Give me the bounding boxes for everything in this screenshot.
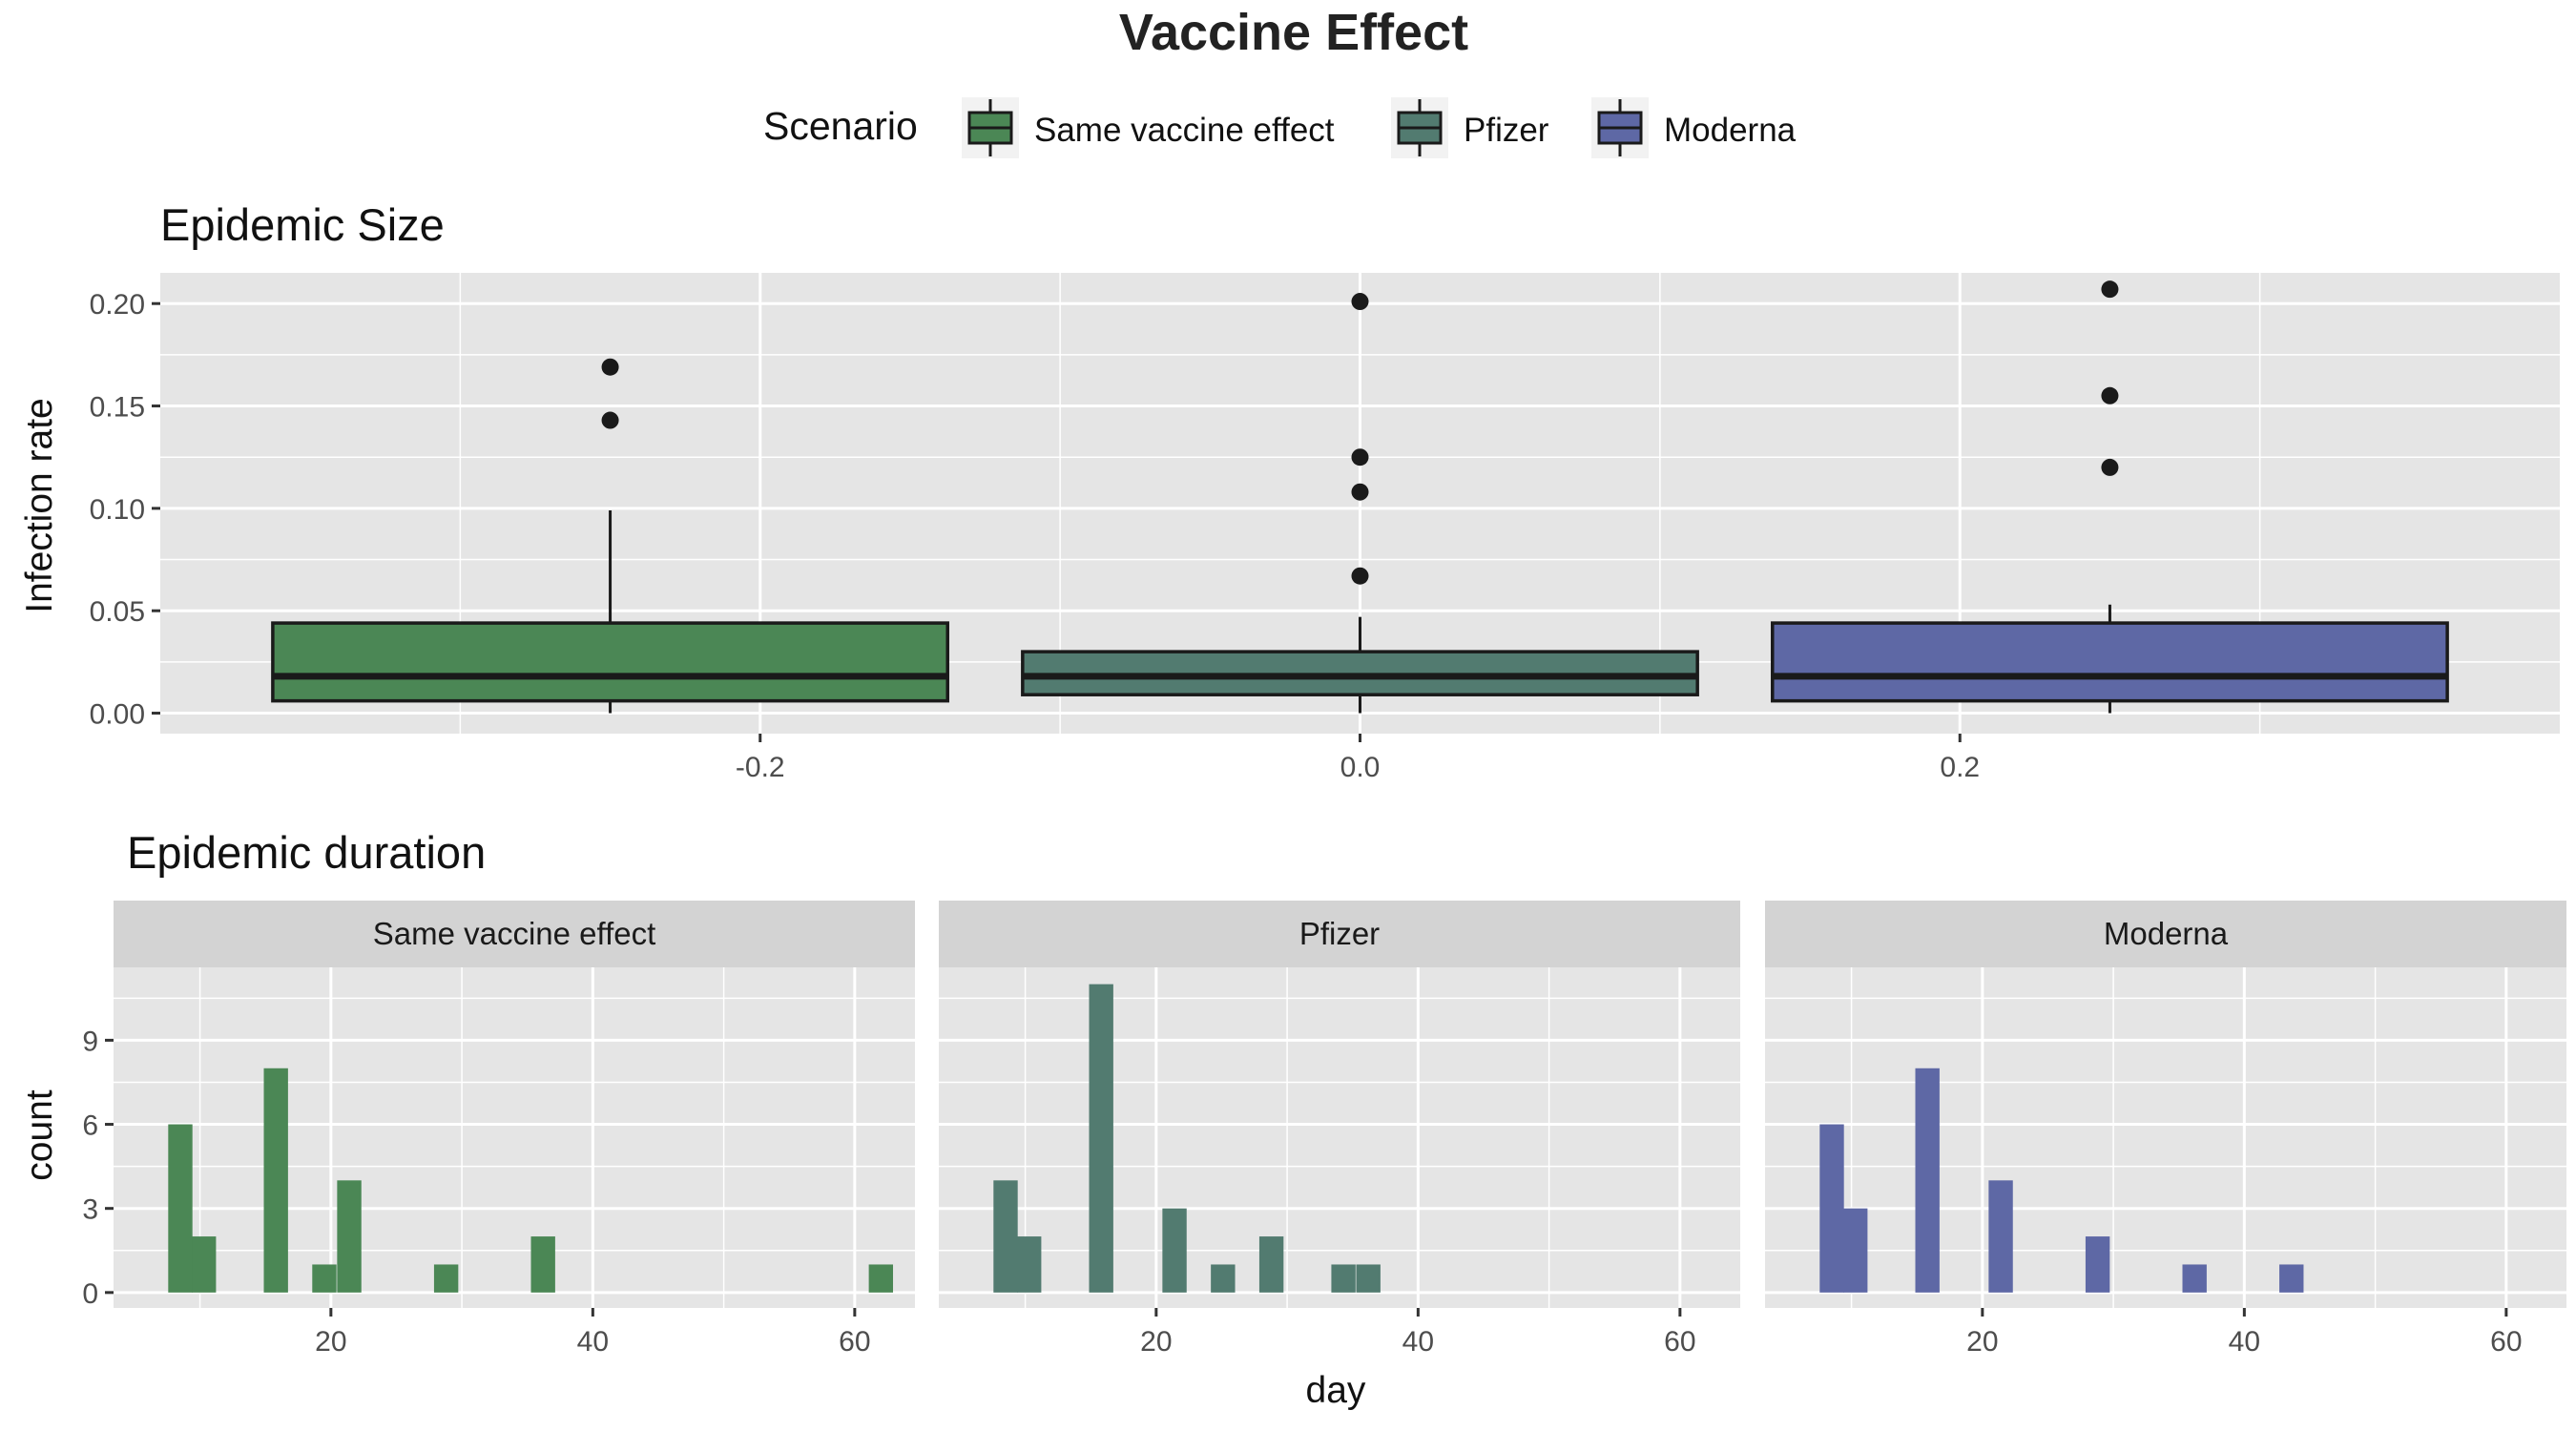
facet-strip — [1765, 901, 2566, 967]
outlier-point — [2101, 280, 2119, 299]
outlier-point — [1351, 448, 1369, 467]
outlier-point — [601, 411, 619, 429]
histogram-bar — [868, 1264, 894, 1293]
epidemic-size-panel: 0.00 0.05 0.10 0.15 0.20 -0.2 0.0 0.2 — [90, 273, 2560, 783]
histogram-bar — [1017, 1236, 1042, 1293]
histogram-bar — [1211, 1264, 1236, 1293]
outlier-point — [1351, 293, 1369, 311]
histogram-bars — [993, 984, 1381, 1293]
facet-strip — [114, 901, 915, 967]
x-tick-label: 40 — [1402, 1326, 1434, 1358]
legend-label-moderna: Moderna — [1664, 112, 1797, 149]
histogram-bar — [1089, 984, 1113, 1293]
epidemic-duration-facets: Same vaccine effect 20 40 60 0 3 6 9 Pfizer 20 40 6… — [82, 901, 2566, 1358]
epidemic-duration-title: Epidemic duration — [127, 827, 486, 878]
grid-lines — [114, 967, 915, 1308]
box-iqr — [271, 621, 949, 703]
panel-background — [939, 967, 1740, 1308]
epidemic-size-title: Epidemic Size — [160, 199, 445, 250]
y-tick-label: 9 — [82, 1026, 98, 1057]
outlier-point — [601, 358, 619, 376]
facet-strip-label: Moderna — [2104, 916, 2229, 951]
outlier-point — [1351, 567, 1369, 585]
histogram-bar — [1356, 1264, 1381, 1293]
histogram-bar — [1843, 1208, 1868, 1293]
histogram-bar — [1988, 1180, 2013, 1293]
grid-lines — [1765, 967, 2566, 1308]
histogram-bar — [1915, 1068, 1940, 1293]
facet-same-vaccine-effect: Same vaccine effect 20 40 60 0 3 6 9 — [82, 901, 915, 1358]
panel-background — [114, 967, 915, 1308]
histogram-bar — [433, 1264, 459, 1293]
histogram-bars — [1819, 1068, 2304, 1293]
legend-key-moderna: Moderna — [1591, 97, 1797, 158]
histogram-bar — [312, 1264, 337, 1293]
y-tick-label: 0.15 — [90, 392, 145, 424]
x-tick-label: -0.2 — [736, 752, 785, 783]
facet-strip-label: Same vaccine effect — [373, 916, 656, 951]
y-tick-label: 6 — [82, 1110, 98, 1142]
outlier-point — [2101, 386, 2119, 404]
panel-background — [1765, 967, 2566, 1308]
box-iqr — [1771, 621, 2449, 703]
x-tick-label: 0.2 — [1940, 752, 1980, 783]
y-tick-label: 0.00 — [90, 699, 145, 731]
x-tick-label: 0.0 — [1340, 752, 1381, 783]
histogram-bar — [1258, 1236, 1284, 1293]
histogram-bar — [1819, 1124, 1844, 1293]
legend-key-same-vaccine-effect: Same vaccine effect — [962, 97, 1335, 158]
count-axis-title: count — [19, 1089, 60, 1181]
x-tick-label: 60 — [1664, 1326, 1695, 1358]
facet-moderna: Moderna 20 40 60 — [1765, 901, 2566, 1358]
histogram-bar — [263, 1068, 288, 1293]
legend-title: Scenario — [763, 104, 918, 148]
legend-label-pfizer: Pfizer — [1464, 112, 1549, 149]
box-moderna — [1771, 280, 2449, 714]
outlier-point — [1351, 483, 1369, 501]
outlier-point — [2101, 458, 2119, 476]
x-tick-label: 20 — [1140, 1326, 1172, 1358]
histogram-bar — [337, 1180, 362, 1293]
box-pfizer — [1021, 293, 1699, 714]
histogram-bar — [2279, 1264, 2304, 1293]
x-tick-label: 40 — [577, 1326, 609, 1358]
histogram-bar — [1331, 1264, 1356, 1293]
histogram-bar — [2085, 1236, 2110, 1293]
legend-key-pfizer: Pfizer — [1391, 97, 1549, 158]
x-tick-label: 20 — [1966, 1326, 1998, 1358]
x-tick-label: 60 — [2490, 1326, 2522, 1358]
y-tick-label: 0.05 — [90, 596, 145, 628]
x-tick-label: 20 — [315, 1326, 346, 1358]
facet-strip — [939, 901, 1740, 967]
box-same-vaccine-effect — [271, 358, 949, 714]
histogram-bar — [993, 1180, 1018, 1293]
histogram-bar — [1162, 1208, 1187, 1293]
y-tick-label: 0.10 — [90, 494, 145, 526]
histogram-bar — [168, 1124, 193, 1293]
facet-pfizer: Pfizer 20 40 60 — [939, 901, 1740, 1358]
x-tick-label: 60 — [839, 1326, 870, 1358]
day-axis-title: day — [1306, 1370, 1366, 1411]
infection-rate-axis-title: Infection rate — [19, 398, 60, 612]
y-tick-label: 3 — [82, 1194, 98, 1226]
x-tick-label: 40 — [2229, 1326, 2260, 1358]
histogram-bar — [2182, 1264, 2207, 1293]
legend: Scenario Same vaccine effect Pfizer Modern… — [763, 97, 1797, 158]
facet-strip-label: Pfizer — [1299, 916, 1380, 951]
y-tick-label: 0.20 — [90, 289, 145, 321]
y-tick-label: 0 — [82, 1278, 98, 1310]
chart-title: Vaccine Effect — [1119, 4, 1468, 61]
legend-label-same-vaccine-effect: Same vaccine effect — [1034, 112, 1335, 149]
histogram-bar — [192, 1236, 217, 1293]
histogram-bars — [168, 1068, 894, 1293]
histogram-bar — [530, 1236, 555, 1293]
